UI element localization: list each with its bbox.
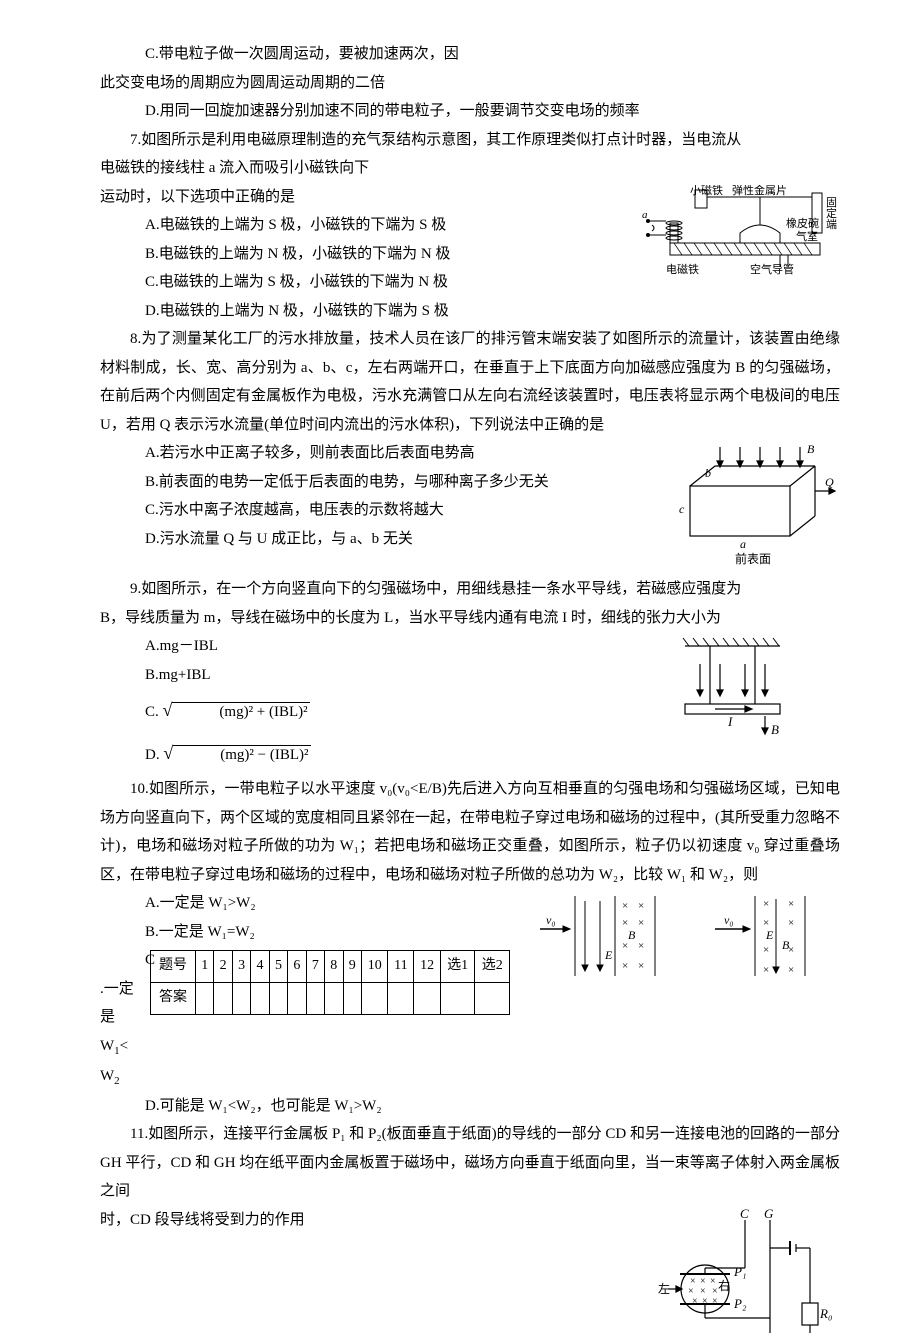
- svg-text:×: ×: [712, 1296, 718, 1307]
- svg-text:前表面: 前表面: [735, 551, 771, 566]
- q9-stem-2: B，导线质量为 m，导线在磁场中的长度为 L，当水平导线内通有电流 I 时，细线…: [100, 604, 840, 633]
- svg-text:×: ×: [638, 917, 644, 929]
- svg-text:E: E: [765, 928, 774, 942]
- q8-figure: B Q b c a 前表面: [665, 441, 840, 571]
- svg-text:c: c: [679, 502, 685, 516]
- svg-text:弹性金属片: 弹性金属片: [732, 185, 787, 197]
- svg-text:气室: 气室: [796, 229, 818, 243]
- svg-text:B: B: [628, 928, 636, 942]
- svg-text:×: ×: [692, 1296, 698, 1307]
- svg-text:G: G: [764, 1208, 774, 1221]
- svg-text:B: B: [807, 442, 815, 456]
- svg-text:×: ×: [788, 898, 794, 910]
- table-row-answer: 答案: [151, 982, 510, 1014]
- svg-text:空气导管: 空气导管: [750, 262, 794, 276]
- q8-stem: 8.为了测量某化工厂的污水排放量，技术人员在该厂的排污管末端安装了如图所示的流量…: [100, 325, 840, 439]
- svg-text:小磁铁: 小磁铁: [690, 185, 723, 197]
- svg-text:×: ×: [763, 964, 769, 976]
- svg-text:E: E: [604, 948, 613, 962]
- svg-text:×: ×: [638, 960, 644, 972]
- svg-text:×: ×: [622, 960, 628, 972]
- q9-figure: I B: [655, 634, 810, 744]
- q7-stem-2: 电磁铁的接线柱 a 流入而吸引小磁铁向下: [100, 154, 840, 183]
- q10-stem: 10.如图所示，一带电粒子以水平速度 v₀(v₀<E/B)先后进入方向互相垂直的…: [100, 775, 840, 889]
- svg-text:×: ×: [622, 900, 628, 912]
- svg-text:×: ×: [763, 898, 769, 910]
- q7-figure: 小磁铁 弹性金属片 固定端 a 橡皮碗 气室 电磁铁 空气导管: [640, 185, 840, 300]
- svg-text:b: b: [705, 466, 711, 480]
- answer-table: 题号 12 34 56 78 910 1112 选1选2 答案: [150, 950, 510, 1014]
- q6-opt-c-line2: 此交变电场的周期应为圆周运动周期的二倍: [100, 69, 840, 98]
- q7-opt-d: D.电磁铁的上端为 N 极，小磁铁的下端为 S 极: [100, 297, 840, 326]
- q6-opt-d: D.用同一回旋加速器分别加速不同的带电粒子，一般要调节交变电场的频率: [100, 97, 840, 126]
- svg-text:固定端: 固定端: [826, 196, 837, 231]
- svg-text:电磁铁: 电磁铁: [666, 263, 699, 276]
- svg-text:右: 右: [718, 1278, 730, 1293]
- q6-opt-c-line1: C.带电粒子做一次圆周运动，要被加速两次，因: [100, 40, 840, 69]
- svg-text:×: ×: [788, 917, 794, 929]
- q7-stem-1: 7.如图所示是利用电磁原理制造的充气泵结构示意图，其工作原理类似打点计时器，当电…: [100, 126, 840, 155]
- svg-text:橡皮碗: 橡皮碗: [786, 216, 819, 230]
- svg-text:C: C: [740, 1208, 749, 1221]
- svg-text:Q: Q: [825, 475, 834, 489]
- svg-text:×: ×: [638, 940, 644, 952]
- svg-text:×: ×: [788, 964, 794, 976]
- svg-text:I: I: [727, 714, 733, 729]
- svg-text:B: B: [771, 722, 779, 737]
- q10-opt-d: D.可能是 W₁<W₂，也可能是 W₁>W₂: [100, 1092, 840, 1121]
- svg-text:×: ×: [638, 900, 644, 912]
- svg-text:P₂: P₂: [733, 1296, 747, 1311]
- svg-text:a: a: [642, 209, 648, 221]
- svg-text:P₁: P₁: [733, 1264, 746, 1279]
- svg-text:B: B: [782, 938, 790, 952]
- table-row-head: 题号 12 34 56 78 910 1112 选1选2: [151, 951, 510, 983]
- svg-text:v₀: v₀: [724, 913, 734, 927]
- svg-text:a: a: [740, 537, 746, 551]
- q9-stem-1: 9.如图所示，在一个方向竖直向下的匀强磁场中，用细线悬挂一条水平导线，若磁感应强…: [100, 575, 840, 604]
- svg-text:R₀: R₀: [819, 1306, 832, 1321]
- svg-text:×: ×: [763, 944, 769, 956]
- q10-opt-c-left: C.一定是W1<W2: [100, 946, 150, 1091]
- q11-figure: ××× ××× ××× C G P₁: [640, 1208, 840, 1338]
- q11-stem: 11.如图所示，连接平行金属板 P₁ 和 P₂(板面垂直于纸面)的导线的一部分 …: [100, 1120, 840, 1206]
- svg-text:v₀: v₀: [546, 913, 556, 927]
- q10-figure: ×× ×× ×× ×× ×× ×× ×× ××: [520, 891, 840, 983]
